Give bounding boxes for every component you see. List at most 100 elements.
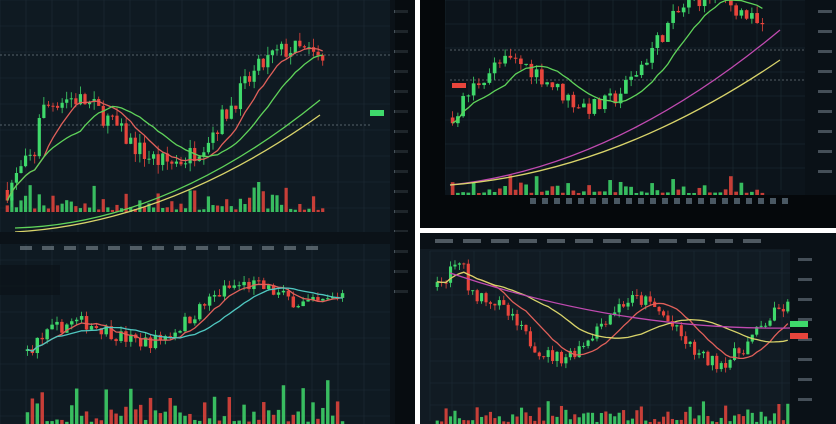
price-axis-label bbox=[798, 318, 812, 321]
volume-bar bbox=[462, 420, 466, 424]
taskbar-icon bbox=[566, 198, 572, 204]
price-axis-label bbox=[818, 90, 832, 93]
candle-body bbox=[613, 93, 618, 104]
toolbar-label bbox=[196, 246, 208, 250]
candle-body bbox=[488, 302, 493, 304]
candle-body bbox=[706, 351, 710, 366]
volume-bar bbox=[168, 398, 172, 424]
volume-bar bbox=[630, 418, 635, 424]
candle-body bbox=[179, 161, 183, 165]
volume-bar bbox=[546, 401, 550, 424]
candle-body bbox=[83, 94, 87, 105]
volume-bar bbox=[688, 406, 692, 424]
candle-body bbox=[110, 115, 115, 117]
taskbar-icon bbox=[554, 198, 560, 204]
candle-body bbox=[503, 55, 507, 64]
volume-bar bbox=[74, 388, 79, 424]
volume-bar bbox=[197, 209, 201, 212]
candle-body bbox=[89, 326, 94, 330]
volume-bar bbox=[741, 416, 745, 424]
volume-bar bbox=[78, 208, 83, 212]
candle-body bbox=[534, 69, 539, 78]
candle-body bbox=[768, 320, 772, 326]
volume-bar bbox=[37, 194, 41, 212]
candle-body bbox=[524, 324, 528, 332]
volume-bar bbox=[316, 209, 320, 212]
candle-body bbox=[559, 351, 564, 364]
candle-body bbox=[243, 76, 247, 84]
volume-bar bbox=[124, 406, 128, 424]
candle-body bbox=[750, 13, 754, 19]
candle-body bbox=[151, 154, 156, 159]
price-axis-label bbox=[818, 50, 832, 53]
volume-bar bbox=[257, 181, 261, 212]
candle-body bbox=[119, 123, 124, 126]
candle-body bbox=[702, 0, 707, 7]
candle-body bbox=[732, 348, 737, 360]
volume-bar bbox=[298, 203, 302, 212]
volume-bar bbox=[675, 420, 679, 424]
volume-bar bbox=[138, 200, 142, 212]
volume-bar bbox=[252, 411, 256, 424]
volume-bar bbox=[506, 421, 510, 424]
price-axis-label bbox=[818, 170, 832, 173]
volume-bar bbox=[247, 421, 251, 424]
taskbar-icon bbox=[674, 198, 680, 204]
volume-bar bbox=[706, 415, 710, 424]
volume-bar bbox=[537, 407, 541, 424]
volume-bar bbox=[207, 418, 212, 424]
candle-body bbox=[284, 43, 288, 57]
candle-body bbox=[227, 285, 232, 288]
candle-body bbox=[225, 109, 229, 119]
volume-bar bbox=[321, 208, 325, 212]
candle-body bbox=[115, 115, 119, 126]
volume-bar bbox=[681, 186, 686, 195]
volume-bar bbox=[302, 209, 307, 212]
candle-body bbox=[298, 40, 302, 47]
volume-bar bbox=[321, 407, 325, 424]
volume-bar bbox=[179, 203, 183, 212]
volume-bar bbox=[55, 205, 60, 212]
candle-body bbox=[755, 326, 759, 335]
volume-bar bbox=[170, 201, 174, 212]
candle-body bbox=[746, 341, 750, 355]
candle-body bbox=[104, 326, 108, 335]
volume-bar bbox=[475, 407, 479, 424]
taskbar-icon bbox=[662, 198, 668, 204]
candle-body bbox=[99, 328, 104, 335]
candle-body bbox=[648, 296, 652, 302]
candle-body bbox=[55, 105, 60, 108]
price-axis-label bbox=[798, 378, 812, 381]
candle-body bbox=[453, 264, 457, 267]
candle-body bbox=[710, 355, 714, 366]
volume-bar bbox=[60, 203, 64, 212]
candle-body bbox=[595, 326, 599, 339]
candle-body bbox=[528, 331, 532, 347]
taskbar-icon bbox=[686, 198, 692, 204]
toolbar-label bbox=[491, 239, 509, 243]
volume-bar bbox=[19, 200, 23, 212]
volume-bar bbox=[590, 412, 595, 424]
volume-bar bbox=[592, 191, 597, 195]
candle-body bbox=[480, 293, 484, 302]
volume-bar bbox=[284, 187, 288, 212]
volume-bar bbox=[448, 416, 453, 424]
volume-bar bbox=[676, 189, 681, 195]
candle-body bbox=[55, 321, 59, 325]
volume-bar bbox=[238, 198, 243, 212]
volume-bar bbox=[471, 420, 475, 424]
candle-body bbox=[257, 280, 261, 282]
volume-bar bbox=[603, 191, 607, 195]
candle-body bbox=[555, 83, 560, 88]
volume-bar bbox=[718, 192, 723, 195]
moving-average-line bbox=[14, 99, 321, 229]
volume-bar bbox=[648, 421, 652, 424]
volume-bar bbox=[70, 405, 74, 424]
candle-body bbox=[688, 341, 692, 344]
candle-body bbox=[450, 117, 455, 124]
volume-bar bbox=[74, 206, 78, 212]
candle-body bbox=[645, 62, 649, 65]
candle-body bbox=[37, 117, 41, 157]
volume-bar bbox=[183, 415, 187, 424]
volume-bar bbox=[115, 204, 119, 212]
